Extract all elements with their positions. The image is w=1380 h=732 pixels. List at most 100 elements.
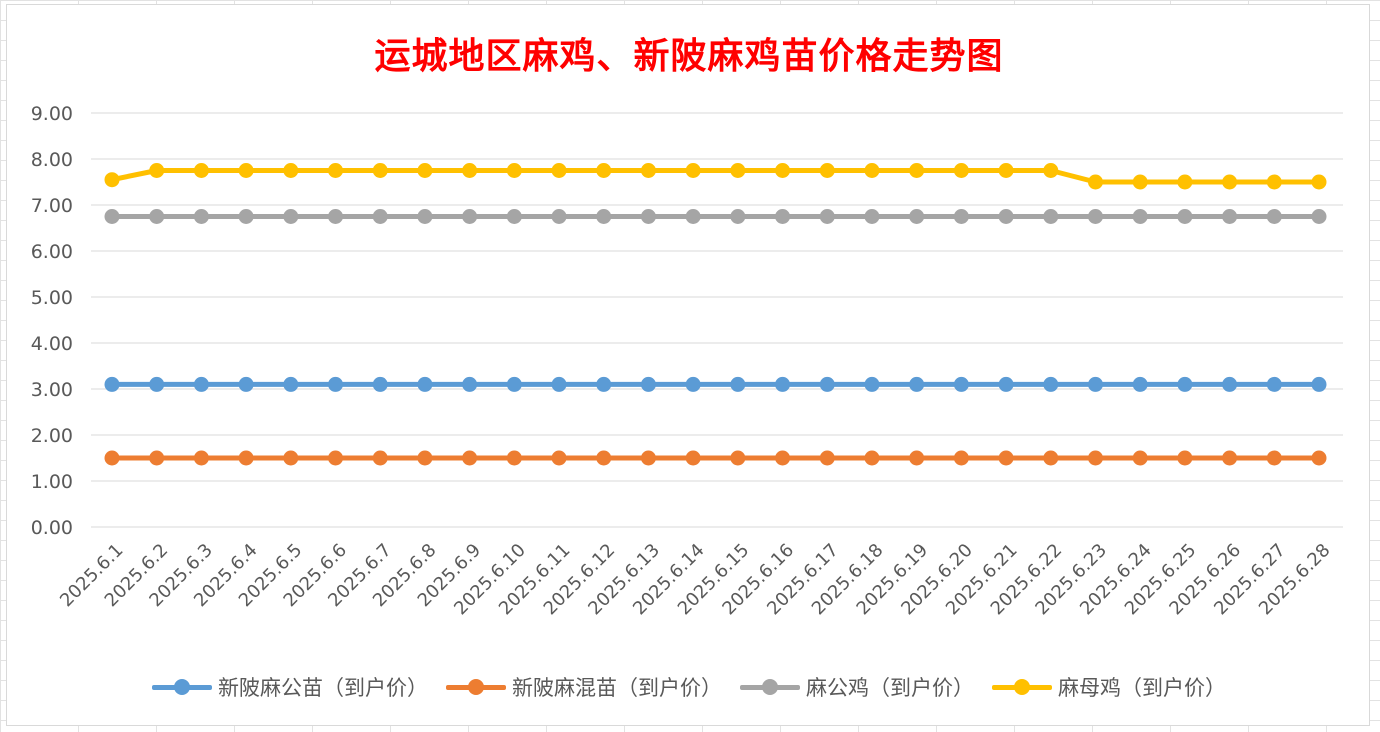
legend-item: 新陂麻混苗（到户价） — [446, 672, 722, 702]
data-point — [462, 376, 478, 392]
data-point — [417, 450, 433, 466]
data-point — [193, 163, 209, 178]
data-point — [1177, 209, 1193, 224]
series-0 — [104, 376, 1327, 392]
data-point — [193, 209, 209, 224]
data-point — [640, 163, 656, 178]
series-1 — [104, 450, 1327, 466]
data-point — [998, 450, 1014, 466]
data-point — [730, 163, 746, 178]
legend-label: 新陂麻公苗（到户价） — [218, 676, 428, 700]
data-point — [149, 163, 165, 178]
data-point — [1222, 209, 1238, 224]
data-point — [596, 450, 612, 466]
y-tick-label: 8.00 — [31, 149, 73, 171]
data-point — [1177, 450, 1193, 466]
data-point — [104, 172, 120, 188]
series-line — [109, 168, 1322, 185]
data-point — [1222, 174, 1238, 190]
data-point — [819, 450, 835, 466]
data-point — [1266, 209, 1282, 224]
legend-label: 新陂麻混苗（到户价） — [512, 676, 722, 700]
data-point — [998, 163, 1014, 178]
legend-item: 麻公鸡（到户价） — [740, 672, 974, 702]
legend-label: 麻公鸡（到户价） — [806, 676, 974, 700]
y-tick-label: 2.00 — [31, 425, 73, 447]
data-point — [1043, 163, 1059, 178]
data-point — [596, 376, 612, 392]
data-point — [775, 209, 791, 224]
y-tick-label: 3.00 — [31, 379, 73, 401]
data-point — [1222, 450, 1238, 466]
data-point — [1087, 450, 1103, 466]
legend-swatch — [152, 677, 212, 697]
data-point — [1087, 376, 1103, 392]
data-point — [1132, 450, 1148, 466]
data-point — [596, 163, 612, 178]
data-point — [730, 209, 746, 224]
data-point — [640, 209, 656, 224]
data-point — [1132, 209, 1148, 224]
data-point — [506, 376, 522, 392]
series-lines — [104, 163, 1327, 466]
chart-area[interactable]: 运城地区麻鸡、新陂麻鸡苗价格走势图 0.00 1.00 2.00 3.00 4.00 5.… — [6, 4, 1370, 726]
data-point — [283, 450, 299, 466]
data-point — [1177, 376, 1193, 392]
data-point — [193, 450, 209, 466]
data-point — [462, 209, 478, 224]
data-point — [864, 450, 880, 466]
series-2 — [104, 209, 1327, 224]
data-point — [328, 450, 344, 466]
data-point — [193, 376, 209, 392]
data-point — [909, 209, 925, 224]
data-point — [238, 163, 254, 178]
data-point — [596, 209, 612, 224]
data-point — [372, 163, 388, 178]
y-tick-label: 7.00 — [31, 195, 73, 217]
data-point — [1311, 376, 1327, 392]
data-point — [1266, 450, 1282, 466]
data-point — [953, 376, 969, 392]
data-point — [1043, 450, 1059, 466]
data-point — [819, 209, 835, 224]
data-point — [417, 163, 433, 178]
data-point — [1132, 174, 1148, 190]
legend: 新陂麻公苗（到户价） 新陂麻混苗（到户价） 麻公鸡（到户价） 麻母鸡（到户价） — [7, 669, 1371, 705]
y-tick-label: 6.00 — [31, 241, 73, 263]
data-point — [1311, 450, 1327, 466]
legend-item: 麻母鸡（到户价） — [992, 672, 1226, 702]
data-point — [909, 450, 925, 466]
y-tick-label: 1.00 — [31, 471, 73, 493]
data-point — [551, 376, 567, 392]
data-point — [417, 376, 433, 392]
data-point — [775, 450, 791, 466]
data-point — [1043, 209, 1059, 224]
data-point — [506, 450, 522, 466]
data-point — [864, 209, 880, 224]
data-point — [909, 163, 925, 178]
data-point — [819, 376, 835, 392]
data-point — [953, 209, 969, 224]
data-point — [283, 376, 299, 392]
data-point — [506, 163, 522, 178]
data-point — [551, 450, 567, 466]
data-point — [372, 450, 388, 466]
data-point — [238, 376, 254, 392]
data-point — [1087, 209, 1103, 224]
data-point — [1043, 376, 1059, 392]
legend-swatch — [992, 677, 1052, 697]
data-point — [775, 376, 791, 392]
data-point — [149, 450, 165, 466]
data-point — [640, 450, 656, 466]
data-point — [864, 163, 880, 178]
data-point — [104, 209, 120, 224]
data-point — [417, 209, 433, 224]
chart-title: 运城地区麻鸡、新陂麻鸡苗价格走势图 — [374, 35, 1004, 77]
data-point — [506, 209, 522, 224]
series-3 — [104, 163, 1327, 190]
data-point — [953, 450, 969, 466]
data-point — [149, 209, 165, 224]
legend-item: 新陂麻公苗（到户价） — [152, 672, 428, 702]
data-point — [104, 450, 120, 466]
data-point — [998, 209, 1014, 224]
